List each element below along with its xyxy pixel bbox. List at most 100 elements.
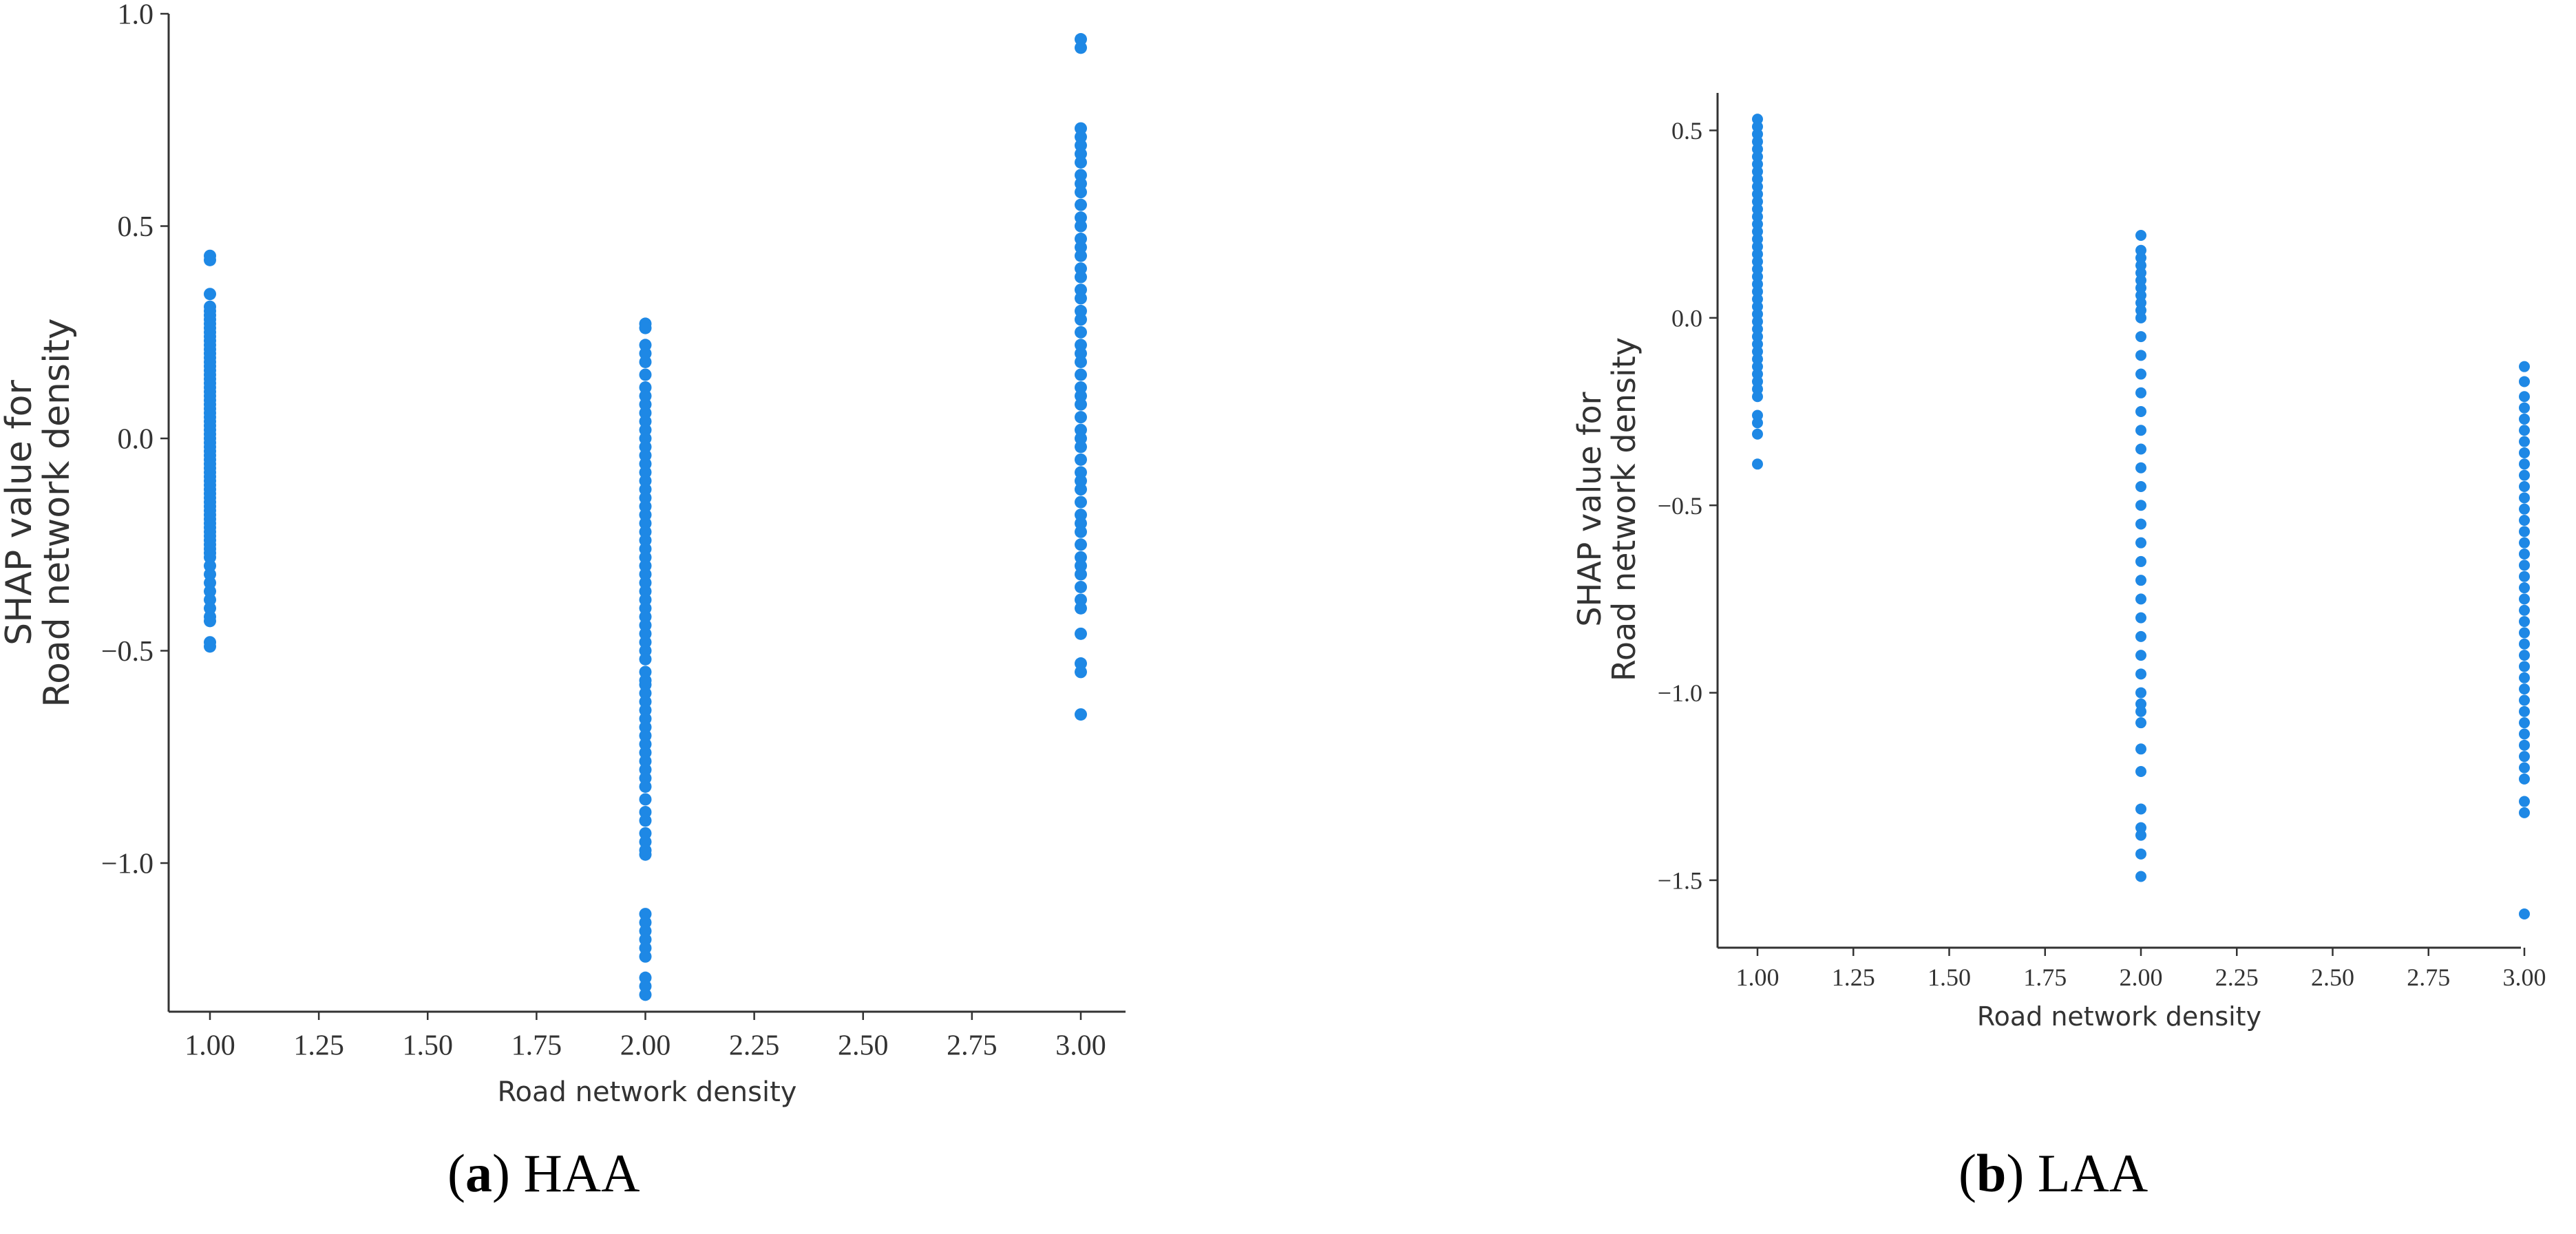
panel-b-data-point <box>2135 555 2146 567</box>
panel-a-data-point <box>639 644 652 657</box>
panel-a-data-point <box>1075 440 1087 454</box>
panel-a-data-point <box>1075 284 1087 297</box>
panel-a-data-point <box>639 916 652 929</box>
panel-a-data-point <box>639 525 652 538</box>
panel-b-data-point <box>2135 668 2146 680</box>
panel-a-data-point <box>639 390 652 403</box>
panel-b-data-point <box>2519 705 2530 717</box>
panel-a-data-point <box>639 458 652 471</box>
panel-a-data-point <box>1075 147 1087 160</box>
panel-b-data-point <box>1752 428 1763 440</box>
panel-b-data-point <box>2135 765 2146 777</box>
panel-a-y-axis-label-line1: SHAP value for <box>0 380 40 646</box>
caption-text-b: LAA <box>2024 1143 2149 1203</box>
panel-a-data-point <box>639 836 652 849</box>
panel-a-data-point <box>1075 593 1087 606</box>
panel-b-data-point <box>2519 616 2530 628</box>
panel-a-data-point <box>639 627 652 640</box>
panel-a-data-point <box>639 585 652 598</box>
panel-a-data-point <box>639 321 652 334</box>
panel-b-x-tick-label: 1.25 <box>1832 964 1875 991</box>
panel-a-data-point <box>639 933 652 946</box>
panel-b-data-point <box>2135 537 2146 549</box>
panel-a-data-point <box>1075 398 1087 411</box>
panel-b-data-point <box>2519 492 2530 504</box>
panel-a-data-point <box>639 827 652 840</box>
panel-b-data-point <box>2519 503 2530 515</box>
panel-a-data-point <box>639 534 652 547</box>
panel-b-data-point <box>2135 829 2146 841</box>
panel-b-data-point <box>2519 447 2530 458</box>
caption-panel-a: (a) HAA <box>447 1143 640 1203</box>
panel-a-data-point <box>204 551 216 564</box>
panel-a-data-point <box>639 432 652 445</box>
panel-b-data-point <box>2135 687 2146 699</box>
panel-b-data-point <box>2519 526 2530 538</box>
panel-a-data-point <box>1075 483 1087 496</box>
panel-b-data-point <box>2519 728 2530 740</box>
panel-a-data-point <box>639 449 652 462</box>
panel-a-data-point <box>204 593 216 606</box>
panel-b-data-point <box>2519 739 2530 751</box>
panel-a-data-point <box>639 636 652 649</box>
panel-a-data-point <box>639 814 652 827</box>
panel-b-data-point <box>2519 537 2530 549</box>
panel-a-data-point <box>1075 233 1087 246</box>
panel-b-data-point <box>2135 500 2146 511</box>
panel-b-data-point <box>2519 661 2530 672</box>
panel-b-data-point <box>2519 807 2530 818</box>
panel-a-data-point <box>1075 666 1087 679</box>
panel-a-data-point <box>1075 627 1087 640</box>
panel-a-data-point <box>639 415 652 428</box>
panel-a-data-point <box>639 712 652 725</box>
panel-b-data-point <box>2135 518 2146 530</box>
panel-a-data-point <box>639 988 652 1001</box>
panel-b-data-point <box>2135 575 2146 586</box>
panel-b-data-point <box>2519 638 2530 650</box>
panel-b-data-point <box>2519 458 2530 470</box>
panel-a-data-point <box>639 440 652 454</box>
panel-a-data-point <box>1075 122 1087 135</box>
panel-a-data-point <box>639 695 652 708</box>
panel-a-data-point <box>639 746 652 759</box>
panel-a-data-point <box>639 398 652 411</box>
panel-a-data-point <box>1075 355 1087 368</box>
panel-b-data-point <box>2519 650 2530 661</box>
panel-b-data-point <box>2519 582 2530 594</box>
panel-b-data-point <box>2519 361 2530 372</box>
panel-b-data-point <box>2135 462 2146 474</box>
panel-b-data-point <box>2135 650 2146 661</box>
panel-a-x-tick-label: 2.75 <box>947 1030 997 1061</box>
panel-a-data-point <box>639 568 652 581</box>
panel-a-data-point <box>1075 432 1087 445</box>
panel-a-data-point <box>639 908 652 921</box>
panel-a-data-point <box>1075 241 1087 254</box>
panel-a-data-point <box>639 610 652 624</box>
panel-b-x-tick-label: 2.50 <box>2311 964 2354 991</box>
panel-a-data-point <box>639 576 652 589</box>
panel-b-data-point <box>2519 436 2530 447</box>
panel-b-data-point <box>2519 604 2530 616</box>
panel-a-data-point <box>639 407 652 419</box>
panel-b-data-point <box>2519 751 2530 763</box>
panel-a-data-point <box>1075 262 1087 275</box>
panel-a-data-point <box>639 780 652 793</box>
panel-a-data-point <box>639 466 652 479</box>
panel-a-data-point <box>639 491 652 504</box>
panel-a-data-point <box>1075 390 1087 403</box>
panel-b-x-tick-label: 2.00 <box>2120 964 2163 991</box>
panel-a-data-point <box>639 738 652 751</box>
panel-b-data-point <box>2519 762 2530 774</box>
panel-a-data-point <box>1075 41 1087 54</box>
panel-a-data-point <box>1075 177 1087 190</box>
panel-a-data-point <box>639 517 652 530</box>
panel-b-x-tick-label: 2.75 <box>2407 964 2450 991</box>
panel-b-y-tick-label: 0.0 <box>1671 304 1702 332</box>
panel-a-data-point <box>1075 466 1087 479</box>
panel-a-data-point <box>1075 156 1087 169</box>
panel-a-data-point <box>1075 33 1087 46</box>
panel-a-data-point <box>204 585 216 598</box>
panel-b-y-tick-label: −1.5 <box>1658 867 1702 895</box>
panel-a-data-point <box>1075 304 1087 317</box>
